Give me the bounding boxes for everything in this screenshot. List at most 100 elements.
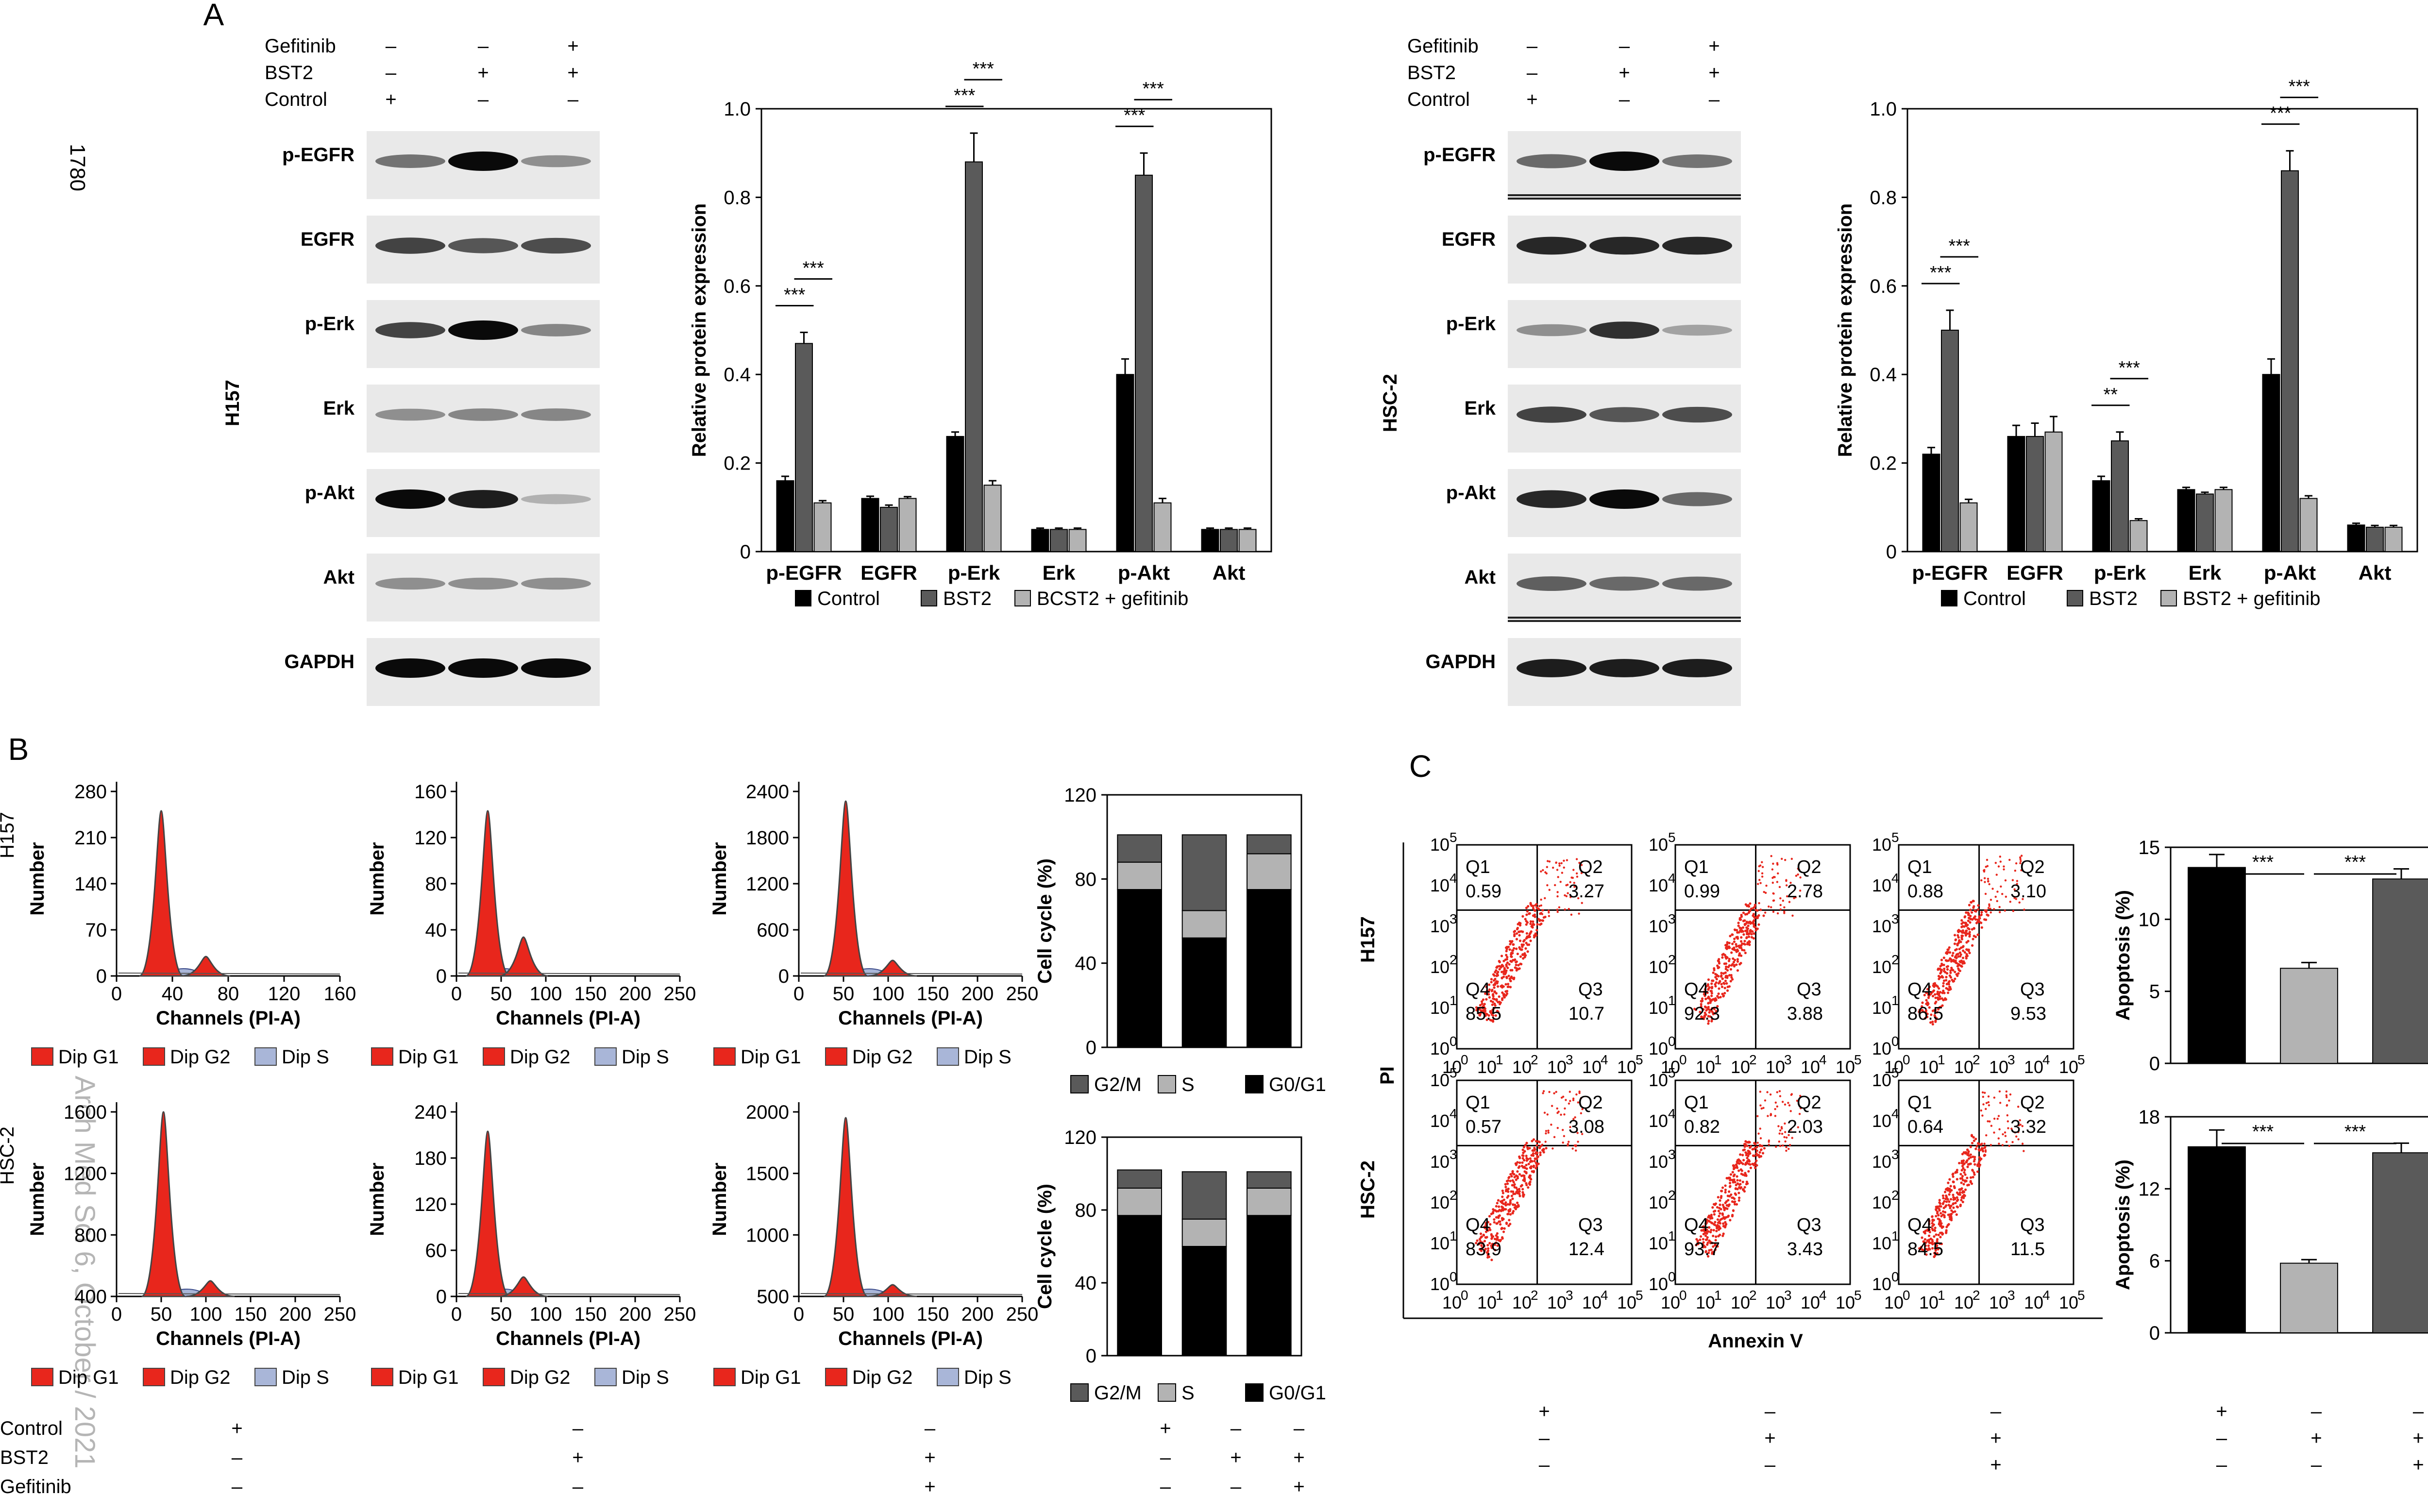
event-dot: [1506, 985, 1509, 989]
event-dot: [1949, 987, 1952, 991]
event-dot: [1749, 1163, 1752, 1166]
x-log-tick: 10: [1477, 1293, 1497, 1312]
event-dot: [2006, 1104, 2008, 1107]
event-dot: [2019, 858, 2022, 860]
event-dot: [1525, 1142, 1528, 1144]
event-dot: [1723, 991, 1726, 995]
event-dot: [1503, 973, 1506, 975]
event-dot: [1939, 965, 1942, 968]
event-dot: [1961, 1191, 1964, 1194]
event-dot: [1521, 1191, 1524, 1194]
event-dot: [1538, 1141, 1541, 1143]
event-dot: [1504, 1201, 1507, 1204]
event-dot: [1936, 1210, 1939, 1213]
event-dot: [1975, 1145, 1978, 1148]
event-dot: [1783, 1136, 1786, 1139]
y-log-exp: 5: [1668, 830, 1676, 845]
event-dot: [1973, 1171, 1975, 1174]
treatment-sign: –: [573, 1476, 584, 1497]
event-dot: [1764, 911, 1767, 914]
event-dot: [1743, 949, 1746, 952]
significance-label: ***: [2289, 77, 2310, 97]
event-dot: [1509, 942, 1512, 946]
event-dot: [1787, 1102, 1789, 1104]
legend-label: Dip S: [282, 1367, 329, 1388]
event-dot: [1710, 1020, 1713, 1023]
event-dot: [1501, 965, 1504, 968]
event-dot: [1969, 1180, 1972, 1183]
treatment-sign: –: [925, 1418, 936, 1439]
x-log-tick: 10: [1582, 1057, 1602, 1077]
treatment-label-bst2-b: BST2: [0, 1447, 49, 1468]
event-dot: [1495, 1210, 1498, 1213]
event-dot: [1519, 948, 1523, 951]
event-dot: [1545, 1132, 1547, 1135]
treatment-label-control: Control: [1407, 89, 1470, 110]
event-dot: [1498, 968, 1501, 971]
event-dot: [1968, 927, 1971, 931]
bar: [2262, 374, 2280, 552]
event-dot: [1525, 907, 1528, 909]
event-dot: [1737, 1199, 1740, 1202]
event-dot: [1726, 976, 1729, 979]
event-dot: [1717, 959, 1720, 962]
event-dot: [1750, 936, 1753, 939]
event-dot: [1967, 1183, 1970, 1186]
event-dot: [1505, 969, 1508, 972]
quadrant-value: 84.5: [1907, 1239, 1943, 1260]
quadrant-value: 10.7: [1568, 1004, 1604, 1024]
event-dot: [1511, 1197, 1514, 1200]
event-dot: [1739, 1153, 1742, 1156]
event-dot: [1746, 1144, 1749, 1147]
event-dot: [1696, 1240, 1699, 1243]
event-dot: [1967, 919, 1970, 923]
event-dot: [1494, 1004, 1497, 1007]
legend-swatch: [594, 1047, 617, 1066]
event-dot: [1952, 958, 1955, 961]
event-dot: [1749, 929, 1752, 932]
event-dot: [1720, 972, 1723, 974]
event-dot: [1964, 924, 1967, 926]
event-dot: [1777, 1125, 1780, 1127]
x-log-exp: 0: [1461, 1052, 1468, 1067]
event-dot: [1937, 997, 1939, 1000]
event-dot: [1746, 1157, 1749, 1159]
event-dot: [1710, 1228, 1713, 1231]
event-dot: [1969, 1176, 1973, 1179]
x-log-exp: 4: [1601, 1288, 1608, 1303]
treatment-sign-sign: +: [477, 62, 489, 84]
event-dot: [1500, 966, 1502, 969]
event-dot: [1555, 861, 1557, 864]
y-tick-label: 0: [740, 541, 751, 563]
x-log-tick: 10: [2024, 1293, 2043, 1312]
event-dot: [1945, 1230, 1948, 1233]
x-log-exp: 1: [1938, 1288, 1945, 1303]
event-dot: [1539, 1154, 1542, 1157]
event-dot: [1768, 1143, 1770, 1146]
event-dot: [1789, 881, 1792, 884]
event-dot: [1715, 1235, 1718, 1238]
event-dot: [1941, 1233, 1944, 1236]
event-dot: [1501, 1236, 1504, 1239]
event-dot: [1527, 1186, 1530, 1189]
event-dot: [1957, 967, 1960, 970]
event-dot: [1974, 1147, 1977, 1150]
event-dot: [1484, 992, 1487, 995]
event-dot: [1922, 1249, 1925, 1252]
event-dot: [1947, 983, 1951, 986]
event-dot: [1797, 1126, 1799, 1128]
event-dot: [2021, 1142, 2024, 1145]
event-dot: [1495, 1216, 1498, 1219]
event-dot: [1967, 913, 1970, 916]
event-dot: [1740, 936, 1743, 939]
quadrant-name: Q1: [1684, 1092, 1709, 1113]
event-dot: [1949, 969, 1952, 972]
event-dot: [1969, 914, 1972, 918]
flow-ylabel: PI: [1377, 1066, 1398, 1085]
cell-line-label-hsc2-hist: HSC-2: [0, 1126, 18, 1185]
event-dot: [1772, 910, 1775, 913]
y-log-tick: 10: [1649, 916, 1668, 936]
bar: [2281, 170, 2299, 552]
event-dot: [1754, 1142, 1757, 1146]
legend-swatch: [1158, 1383, 1176, 1402]
